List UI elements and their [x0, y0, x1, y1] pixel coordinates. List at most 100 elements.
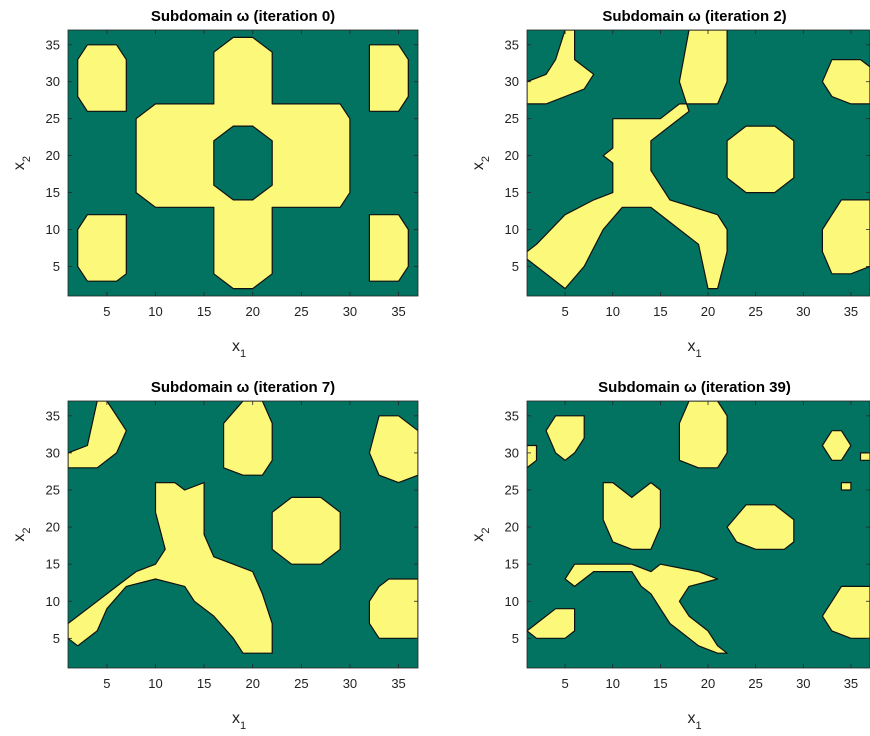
subdomain-region	[821, 430, 852, 461]
x-tick-label: 30	[343, 304, 357, 319]
subdomain-region	[77, 44, 127, 112]
y-tick-label: 15	[505, 557, 519, 572]
subdomain-region	[527, 30, 728, 290]
x-tick-label: 15	[197, 304, 211, 319]
x-tick-label: 5	[561, 304, 568, 319]
hole-region	[213, 125, 273, 201]
x-tick-label: 20	[701, 676, 715, 691]
subdomain-region	[545, 415, 585, 461]
subdomain-region	[564, 563, 728, 654]
x-tick-label: 35	[844, 676, 858, 691]
subdomain-region	[223, 401, 273, 476]
panel-2: 5 10 15 20 25 30 35 5 10 15 20 25 30 35 Subdomain ω (i…	[470, 8, 870, 360]
subdomain-region	[368, 578, 418, 639]
y-tick-label: 25	[46, 483, 60, 498]
y-tick-label: 35	[46, 408, 60, 423]
y-tick-label: 5	[512, 631, 519, 646]
y-tick-label: 20	[505, 148, 519, 163]
subdomain-region	[527, 30, 595, 105]
x-tick-label: 30	[796, 304, 810, 319]
y-tick-label: 10	[46, 594, 60, 609]
subdomain-region	[726, 504, 795, 550]
axes-frame	[67, 29, 419, 297]
subdomain-region	[271, 496, 341, 565]
subdomain-region	[678, 401, 728, 469]
subdomain-region	[821, 199, 870, 275]
panel-3: 5 10 15 20 25 30 35 5 10 15 20 25 30 35 Subdomain ω (i…	[11, 379, 419, 732]
y-tick-label: 20	[46, 520, 60, 535]
x-tick-label: 35	[391, 304, 405, 319]
x-axis-label: x1	[687, 710, 701, 732]
x-axis-label: x1	[232, 338, 246, 360]
y-tick-label: 5	[512, 259, 519, 274]
y-tick-label: 15	[46, 557, 60, 572]
x-tick-label: 25	[748, 676, 762, 691]
y-axis-label: x2	[11, 156, 33, 170]
x-axis-label: x1	[232, 710, 246, 732]
y-tick-label: 30	[505, 445, 519, 460]
x-tick-label: 5	[103, 676, 110, 691]
subdomain-region	[840, 482, 852, 491]
x-axis-label: x1	[687, 338, 701, 360]
x-tick-label: 20	[245, 304, 259, 319]
subdomain-region	[68, 482, 273, 654]
x-tick-label: 10	[606, 676, 620, 691]
x-tick-label: 25	[294, 676, 308, 691]
y-tick-label: 35	[505, 37, 519, 52]
x-tick-label: 20	[701, 304, 715, 319]
panel-1: 5 10 15 20 25 30 35 5 10 15 20 25 30 35 Subdomain ω (i…	[11, 8, 419, 360]
subdomain-region	[77, 214, 127, 282]
y-tick-label: 5	[53, 631, 60, 646]
y-tick-label: 30	[46, 74, 60, 89]
x-tick-label: 5	[561, 676, 568, 691]
y-tick-label: 10	[505, 222, 519, 237]
x-tick-label: 25	[748, 304, 762, 319]
x-tick-label: 15	[653, 304, 667, 319]
chart-title: Subdomain ω (iteration 39)	[598, 379, 791, 396]
x-tick-label: 20	[245, 676, 259, 691]
x-tick-label: 30	[343, 676, 357, 691]
y-tick-label: 10	[505, 594, 519, 609]
chart-title: Subdomain ω (iteration 2)	[602, 8, 786, 25]
y-tick-label: 25	[505, 483, 519, 498]
axes-frame	[67, 400, 419, 669]
chart-title: Subdomain ω (iteration 0)	[151, 8, 335, 25]
x-tick-label: 15	[653, 676, 667, 691]
subdomain-region	[859, 452, 870, 461]
y-tick-label: 25	[46, 111, 60, 126]
y-tick-label: 10	[46, 222, 60, 237]
subdomain-region	[821, 58, 870, 105]
y-tick-label: 35	[505, 408, 519, 423]
x-tick-label: 35	[844, 304, 858, 319]
y-tick-label: 25	[505, 111, 519, 126]
y-axis-label: x2	[470, 156, 492, 170]
axes-frame	[526, 400, 870, 669]
y-tick-label: 30	[46, 445, 60, 460]
x-tick-label: 10	[606, 304, 620, 319]
subdomain-region	[368, 214, 409, 282]
axes-frame	[526, 29, 870, 297]
x-tick-label: 10	[148, 304, 162, 319]
y-tick-label: 35	[46, 37, 60, 52]
subdomain-region	[368, 415, 418, 484]
subdomain-region	[368, 44, 409, 112]
subdomain-region	[527, 444, 538, 469]
subdomain-region	[726, 125, 795, 194]
y-tick-label: 5	[53, 259, 60, 274]
x-tick-label: 5	[103, 304, 110, 319]
subdomain-region	[602, 482, 662, 550]
y-tick-label: 15	[46, 185, 60, 200]
y-tick-label: 30	[505, 74, 519, 89]
subdomain-region	[527, 608, 576, 639]
y-tick-label: 20	[46, 148, 60, 163]
subdomain-region	[68, 401, 127, 469]
x-tick-label: 25	[294, 304, 308, 319]
y-axis-label: x2	[470, 527, 492, 541]
x-tick-label: 35	[391, 676, 405, 691]
panel-4: 5 10 15 20 25 30 35 5 10 15 20 25 30 35 Subdomain ω (i…	[470, 379, 870, 732]
y-axis-label: x2	[11, 527, 33, 541]
y-tick-label: 15	[505, 185, 519, 200]
x-tick-label: 10	[148, 676, 162, 691]
y-tick-label: 20	[505, 520, 519, 535]
